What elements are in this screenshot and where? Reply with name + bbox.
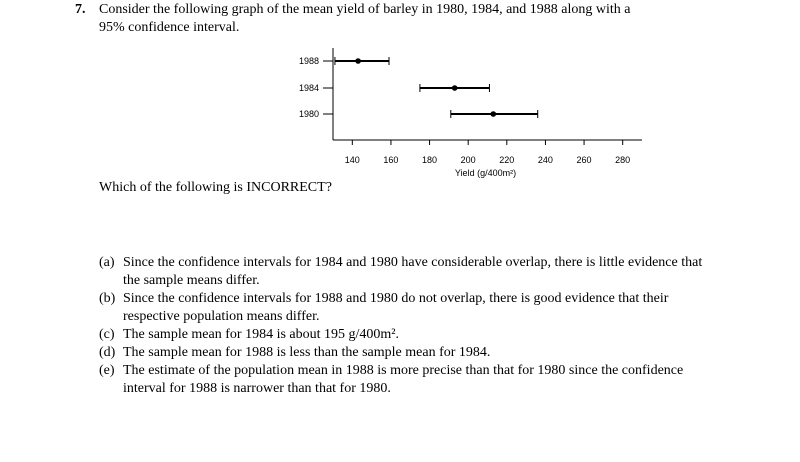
answer-choices: (a) Since the confidence intervals for 1…	[99, 254, 719, 398]
question-text-line2: 95% confidence interval.	[99, 20, 240, 35]
x-axis-label: Yield (g/400m²)	[455, 168, 516, 178]
choice-e: (e) The estimate of the population mean …	[99, 362, 719, 398]
choice-c: (c) The sample mean for 1984 is about 19…	[99, 326, 719, 344]
choice-a: (a) Since the confidence intervals for 1…	[99, 254, 719, 290]
choice-label: (d)	[99, 345, 116, 360]
y-tick-label: 1988	[299, 56, 319, 66]
x-tick-label: 180	[422, 155, 437, 165]
x-tick-label: 280	[615, 155, 630, 165]
choice-label: (e)	[99, 363, 115, 378]
choice-label: (c)	[99, 327, 115, 342]
choice-label: (b)	[99, 291, 116, 306]
choice-text: The sample mean for 1988 is less than th…	[123, 345, 491, 360]
y-ticks: 1988 1984 1980	[299, 56, 333, 119]
x-tick-label: 220	[499, 155, 514, 165]
x-tick-label: 260	[577, 155, 592, 165]
choice-text: Since the confidence intervals for 1988 …	[123, 291, 669, 324]
mean-point-1984	[451, 85, 458, 91]
mean-point-1988	[355, 58, 361, 64]
question-text: Consider the following graph of the mean…	[99, 1, 719, 37]
question-prompt: Which of the following is INCORRECT?	[99, 180, 332, 195]
choice-d: (d) The sample mean for 1988 is less tha…	[99, 344, 719, 362]
intervals	[334, 57, 539, 118]
y-tick-label: 1984	[299, 83, 319, 93]
x-tick-label: 240	[538, 155, 553, 165]
choice-b: (b) Since the confidence intervals for 1…	[99, 290, 719, 326]
mean-point-1980	[490, 111, 497, 117]
choice-text: The estimate of the population mean in 1…	[123, 363, 684, 396]
x-tick-label: 200	[461, 155, 476, 165]
x-ticks: 140 160 180 200 220 240 260 280	[345, 140, 630, 165]
y-tick-label: 1980	[299, 109, 319, 119]
choice-label: (a)	[99, 255, 115, 270]
x-tick-label: 140	[345, 155, 360, 165]
choice-text: Since the confidence intervals for 1984 …	[123, 255, 703, 288]
confidence-interval-chart: 140 160 180 200 220 240 260 280 1988 1984 1980 Yi…	[299, 48, 642, 178]
question-text-line1: Consider the following graph of the mean…	[99, 2, 631, 17]
x-tick-label: 160	[383, 155, 398, 165]
choice-text: The sample mean for 1984 is about 195 g/…	[123, 327, 399, 342]
question-number: 7.	[75, 2, 86, 17]
